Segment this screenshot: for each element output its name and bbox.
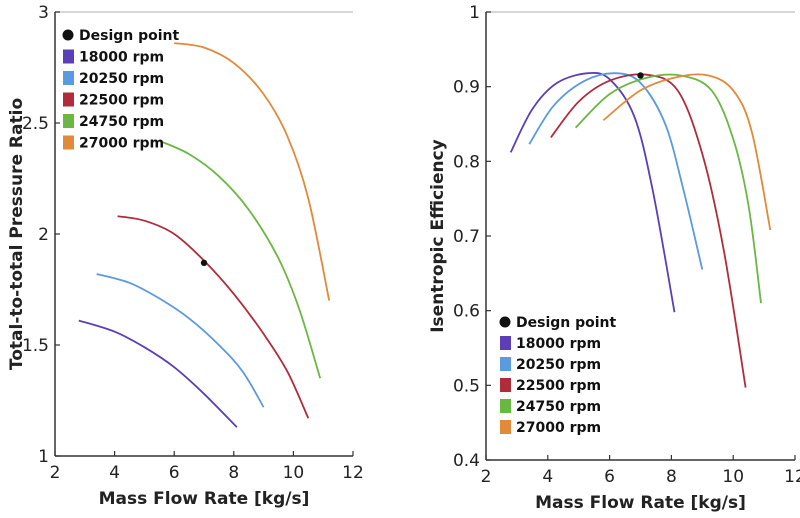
series-line-27000-rpm [602, 73, 772, 231]
y-tick-label: 0.4 [453, 451, 480, 471]
legend-swatch [63, 71, 74, 85]
y-tick-label: 0.5 [453, 376, 480, 396]
legend-swatch [500, 378, 511, 392]
design-point-marker [637, 72, 644, 79]
legend-swatch [63, 49, 74, 64]
y-tick-label: 0.8 [453, 152, 480, 172]
series-line-18000-rpm [78, 319, 238, 428]
y-tick-label: 1.5 [22, 336, 49, 356]
x-tick-label: 6 [604, 467, 615, 487]
legend-label: 20250 rpm [516, 357, 601, 373]
legend-label: 27000 rpm [79, 136, 164, 152]
x-axis-label: Mass Flow Rate [kg/s] [99, 489, 310, 509]
x-axis-label: Mass Flow Rate [kg/s] [535, 493, 746, 513]
legend-swatch [500, 420, 511, 434]
legend-label: 22500 rpm [516, 378, 601, 394]
legend-design-point-marker [62, 29, 74, 41]
series-line-22500-rpm [117, 215, 310, 419]
series-line-24750-rpm [158, 139, 322, 379]
x-tick-label: 8 [666, 467, 677, 487]
legend-swatch [500, 336, 511, 350]
y-axis-label: Total-to-total Pressure Ratio [7, 98, 27, 370]
legend-swatch [500, 399, 511, 413]
x-tick-label: 10 [283, 463, 305, 483]
series-line-27000-rpm [174, 42, 331, 301]
legend-design-point-marker [499, 316, 511, 328]
y-axis-label: Isentropic Efficiency [428, 139, 448, 333]
y-tick-label: 0.7 [453, 227, 480, 247]
series-line-24750-rpm [574, 73, 762, 304]
x-tick-label: 2 [50, 463, 61, 483]
legend-label: Design point [516, 315, 617, 331]
y-tick-label: 2.5 [22, 114, 49, 134]
x-tick-label: 2 [481, 467, 492, 487]
y-tick-label: 0.6 [453, 302, 480, 322]
legend-label: 24750 rpm [79, 114, 164, 130]
chart-panel-2: 2 4 6 8 10 12 0.4 0.5 0.6 0.7 0.8 0.9 1 Mass Flow Rat… [428, 3, 800, 513]
y-tick-label: 3 [38, 3, 49, 23]
legend-swatch [63, 135, 74, 150]
legend-label: 18000 rpm [79, 50, 164, 66]
legend: Design point 18000 rpm 20250 rpm 22500 rpm 2… [499, 315, 617, 436]
x-tick-label: 6 [169, 463, 180, 483]
legend-swatch [500, 357, 511, 371]
legend: Design point 18000 rpm 20250 rpm 22500 rpm 2… [62, 28, 180, 152]
legend-swatch [63, 114, 74, 128]
x-tick-label: 12 [342, 463, 364, 483]
x-tick-label: 8 [228, 463, 239, 483]
y-tick-label: 1 [469, 3, 480, 23]
design-point-marker [200, 259, 208, 267]
x-tick-label: 4 [542, 467, 553, 487]
y-tick-label: 1 [38, 447, 49, 467]
legend-label: 24750 rpm [516, 399, 601, 415]
series-line-20250-rpm [528, 72, 704, 270]
y-tick-label: 0.9 [453, 78, 480, 98]
series-line-20250-rpm [96, 273, 265, 408]
legend-label: Design point [79, 28, 180, 44]
legend-label: 20250 rpm [79, 71, 164, 87]
legend-label: 22500 rpm [79, 93, 164, 109]
x-tick-label: 4 [109, 463, 120, 483]
series-line-18000-rpm [509, 71, 676, 313]
x-tick-label: 10 [722, 467, 744, 487]
y-tick-label: 2 [38, 225, 49, 245]
legend-swatch [63, 92, 74, 107]
chart-panel-1: 2 4 6 8 10 12 1 1.5 2 2.5 3 Mass Flow Rate [kg/s] To… [7, 3, 364, 509]
legend-label: 18000 rpm [516, 336, 601, 352]
series-line-22500-rpm [550, 73, 747, 388]
x-tick-label: 12 [784, 467, 800, 487]
legend-label: 27000 rpm [516, 420, 601, 436]
